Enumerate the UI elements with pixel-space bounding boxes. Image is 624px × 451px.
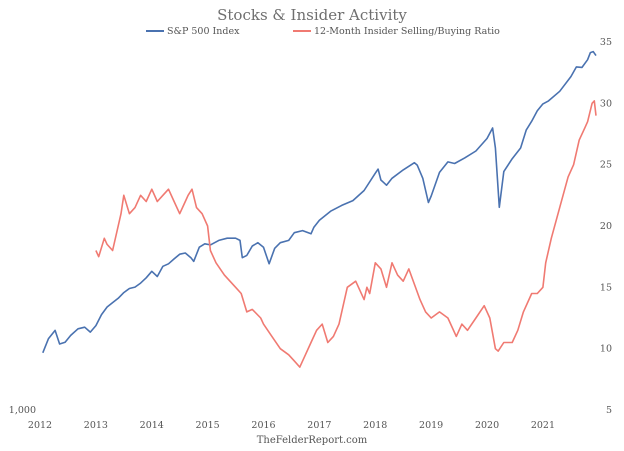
x-tick-label: 2012 bbox=[28, 420, 52, 431]
x-tick-label: 2020 bbox=[475, 420, 499, 431]
right-tick-label: 35 bbox=[600, 37, 612, 48]
x-tick-label: 2014 bbox=[140, 420, 164, 431]
left-axis-ticks: 1,000 bbox=[9, 405, 36, 416]
x-tick-label: 2017 bbox=[307, 420, 331, 431]
chart-title: Stocks & Insider Activity bbox=[217, 6, 407, 24]
x-tick-label: 2013 bbox=[84, 420, 108, 431]
right-axis-ticks: 5 10 15 20 25 30 35 bbox=[600, 37, 612, 416]
left-tick-label: 1,000 bbox=[9, 405, 36, 416]
series-line-sp500 bbox=[42, 50, 597, 354]
right-tick-label: 20 bbox=[600, 221, 612, 232]
x-axis-ticks: 2012 2013 2014 2015 2016 2017 2018 2019 2020 2021 bbox=[28, 420, 555, 431]
right-tick-label: 5 bbox=[606, 405, 612, 416]
x-tick-label: 2021 bbox=[531, 420, 555, 431]
legend-label-sp500: S&P 500 Index bbox=[167, 26, 240, 37]
x-tick-label: 2018 bbox=[363, 420, 387, 431]
right-tick-label: 25 bbox=[600, 160, 612, 171]
legend-label-insider-ratio: 12-Month Insider Selling/Buying Ratio bbox=[314, 26, 500, 37]
x-tick-label: 2019 bbox=[419, 420, 443, 431]
right-tick-label: 15 bbox=[600, 282, 612, 293]
series-line-insider-ratio bbox=[95, 100, 597, 368]
right-tick-label: 30 bbox=[600, 98, 612, 109]
x-tick-label: 2015 bbox=[196, 420, 220, 431]
source-credit: TheFelderReport.com bbox=[257, 435, 368, 446]
right-tick-label: 10 bbox=[600, 344, 612, 355]
x-tick-label: 2016 bbox=[251, 420, 275, 431]
legend: S&P 500 Index 12-Month Insider Selling/B… bbox=[146, 26, 500, 37]
